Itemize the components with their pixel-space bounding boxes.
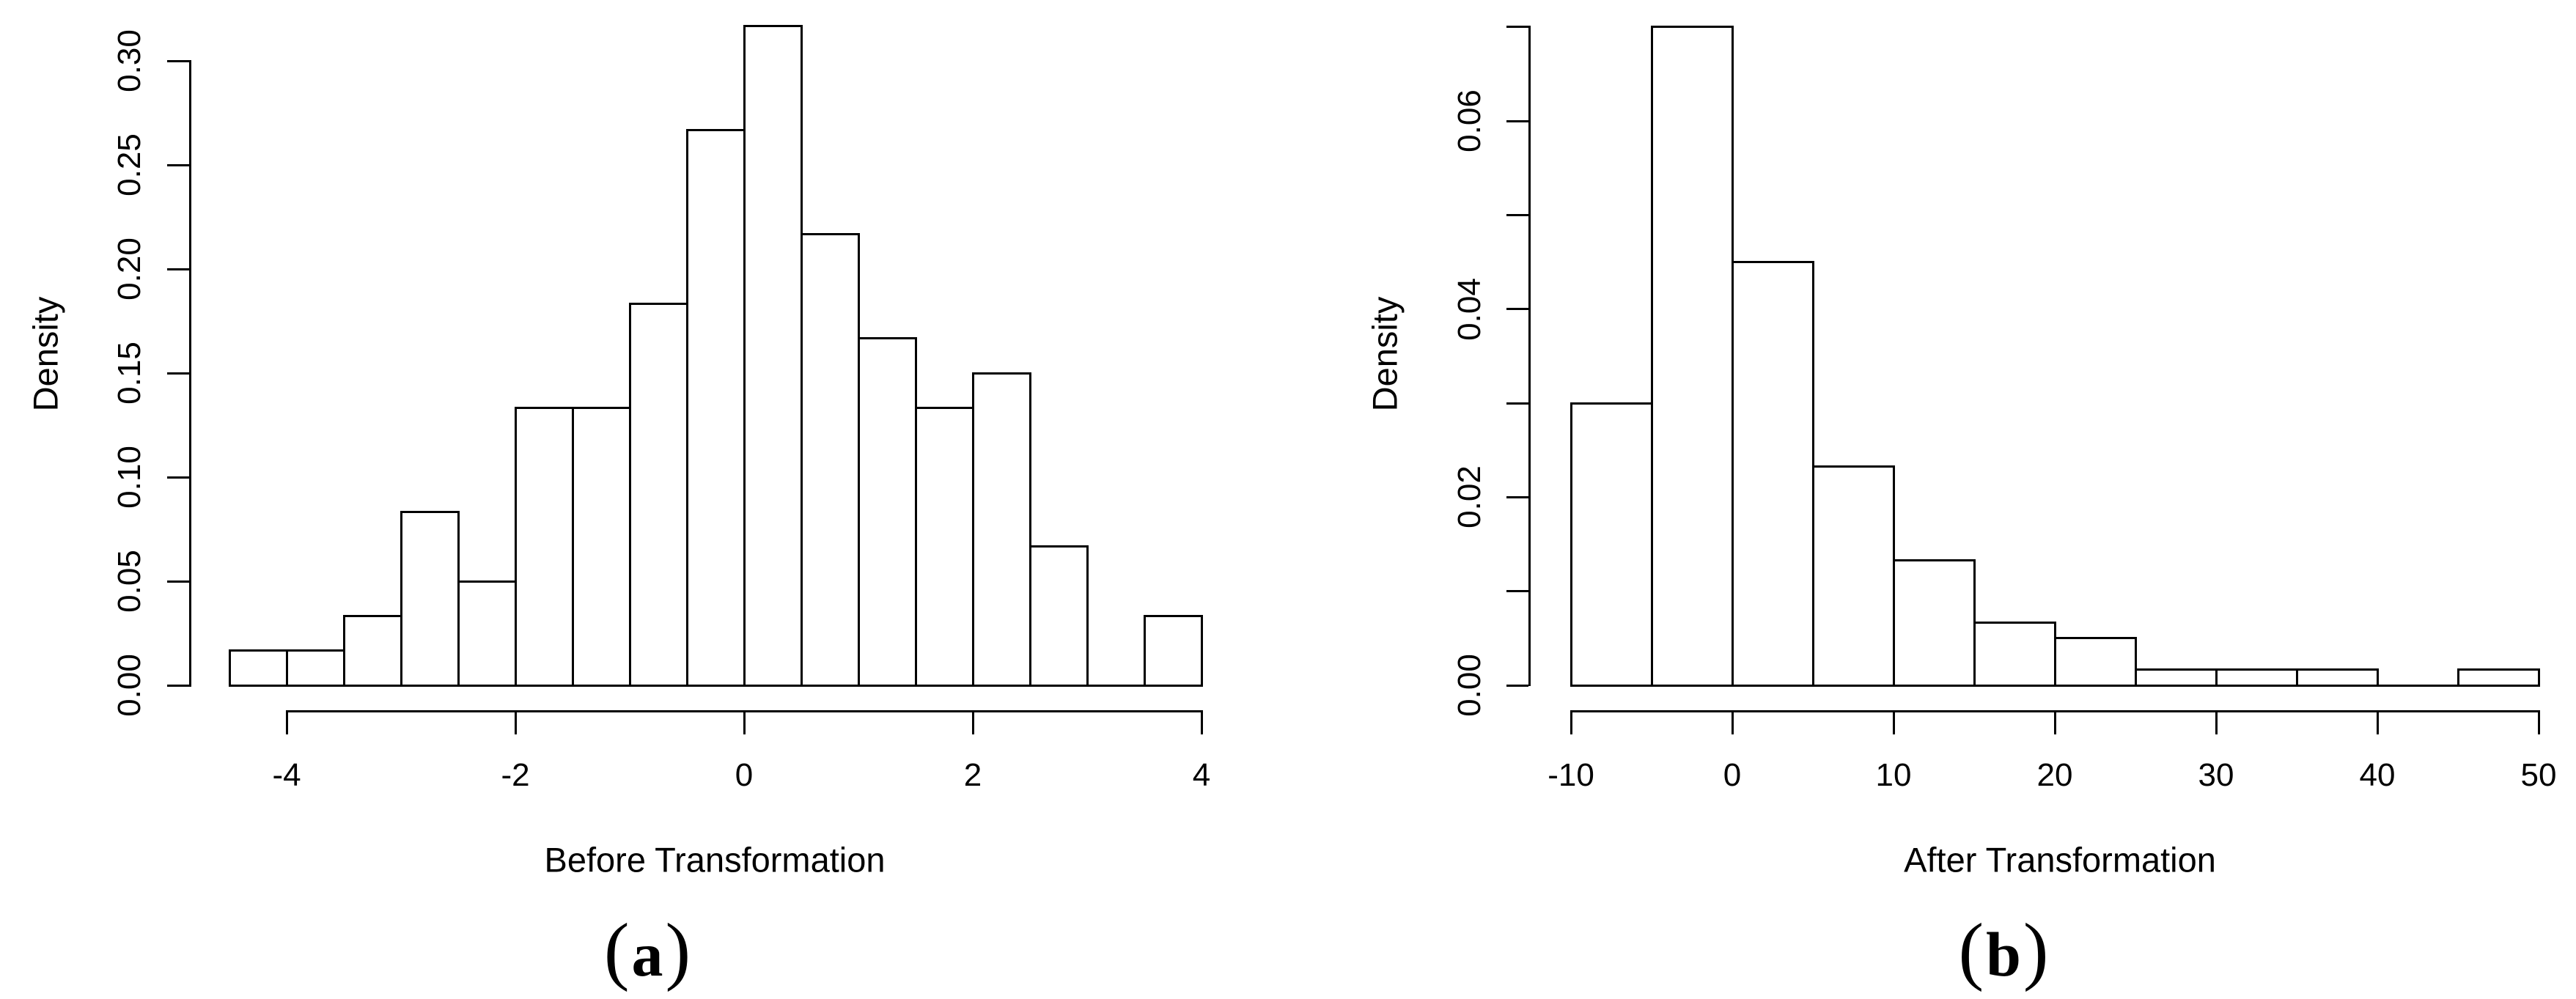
y-axis-tick	[167, 268, 189, 270]
histogram-bar	[971, 372, 1031, 685]
histogram-bar	[857, 337, 917, 685]
x-axis-tick	[2376, 712, 2379, 734]
histogram-bar	[514, 406, 574, 685]
x-axis-tick	[743, 712, 746, 734]
y-axis-tick	[1506, 26, 1528, 29]
histogram-bar	[628, 302, 688, 685]
y-axis-tick	[167, 372, 189, 375]
x-tick-label: 20	[2036, 757, 2073, 793]
y-axis-tick	[167, 580, 189, 583]
histogram-bar	[2215, 668, 2298, 685]
histogram-baseline	[228, 684, 1203, 687]
y-tick-label: 0.00	[1451, 654, 1487, 717]
x-axis-tick	[2053, 712, 2056, 734]
y-axis-tick	[167, 163, 189, 166]
x-axis-line	[1569, 709, 2540, 712]
y-axis-title: Density	[26, 296, 65, 412]
x-tick-label: 10	[1875, 757, 1912, 793]
histogram-bar	[2053, 637, 2137, 685]
y-tick-label: 0.25	[111, 133, 147, 196]
y-axis-tick	[1506, 308, 1528, 311]
caption-letter: a	[631, 919, 663, 989]
histogram-bar	[1028, 545, 1089, 685]
x-axis-tick	[1731, 712, 1734, 734]
histogram-bar	[1811, 465, 1895, 685]
panel-caption-a: (a)	[604, 913, 691, 989]
x-tick-label: 30	[2198, 757, 2234, 793]
y-axis-tick	[1506, 684, 1528, 687]
y-axis-tick	[1506, 495, 1528, 498]
y-axis-tick	[167, 476, 189, 479]
x-axis-line	[285, 709, 1203, 712]
histogram-bar	[571, 406, 631, 685]
histogram-bar	[2457, 668, 2540, 685]
caption-paren: )	[665, 908, 691, 992]
histogram-bar	[1569, 402, 1653, 685]
histogram-bar	[685, 129, 746, 685]
histogram-bar	[400, 510, 460, 685]
y-tick-label: 0.02	[1451, 465, 1487, 529]
caption-paren: (	[1958, 908, 1984, 992]
x-axis-tick	[285, 712, 288, 734]
x-tick-label: 0	[1723, 757, 1742, 793]
histogram-bar	[1143, 614, 1203, 685]
x-tick-label: 50	[2520, 757, 2557, 793]
x-axis-title: After Transformation	[1904, 840, 2216, 880]
histogram-bar	[743, 25, 803, 685]
x-tick-label: -4	[272, 757, 301, 793]
histogram-bar	[457, 580, 517, 685]
x-axis-tick	[1569, 712, 1572, 734]
y-tick-label: 0.15	[111, 342, 147, 405]
y-axis-tick	[1506, 590, 1528, 593]
y-tick-label: 0.06	[1451, 89, 1487, 153]
y-axis-title: Density	[1365, 296, 1405, 412]
y-axis-tick	[1506, 402, 1528, 405]
caption-paren: )	[2023, 908, 2049, 992]
y-tick-label: 0.20	[111, 237, 147, 301]
y-axis-line	[1528, 26, 1531, 687]
x-tick-label: -10	[1548, 757, 1594, 793]
histogram-bar	[1892, 559, 1976, 685]
panel-caption-b: (b)	[1958, 913, 2048, 989]
caption-paren: (	[603, 908, 630, 992]
x-axis-title: Before Transformation	[544, 840, 886, 880]
x-tick-label: 4	[1192, 757, 1211, 793]
y-tick-label: 0.10	[111, 446, 147, 509]
y-tick-label: 0.30	[111, 29, 147, 92]
histogram-bar	[228, 649, 288, 685]
histogram-bar	[1973, 621, 2056, 685]
x-axis-tick	[1892, 712, 1895, 734]
y-tick-label: 0.00	[111, 654, 147, 717]
y-axis-tick	[167, 59, 189, 62]
x-axis-tick	[971, 712, 974, 734]
x-tick-label: 40	[2359, 757, 2396, 793]
x-tick-label: 0	[735, 757, 754, 793]
x-tick-label: -2	[501, 757, 530, 793]
histogram-baseline	[1569, 684, 2540, 687]
x-axis-tick	[2215, 712, 2218, 734]
y-tick-label: 0.05	[111, 550, 147, 613]
x-axis-tick	[514, 712, 517, 734]
y-axis-tick	[1506, 119, 1528, 122]
histogram-bar	[914, 406, 974, 685]
histogram-bar	[285, 649, 345, 685]
caption-letter: b	[1986, 919, 2021, 989]
histogram-bar	[342, 614, 402, 685]
histogram-bar	[2134, 668, 2218, 685]
y-axis-tick	[1506, 214, 1528, 216]
y-axis-tick	[167, 684, 189, 687]
histogram-bar	[800, 233, 860, 685]
histogram-bar	[2295, 668, 2379, 685]
x-tick-label: 2	[963, 757, 982, 793]
x-axis-tick	[1200, 712, 1203, 734]
x-axis-tick	[2537, 712, 2540, 734]
y-tick-label: 0.04	[1451, 277, 1487, 341]
histogram-bar	[1650, 26, 1734, 685]
y-axis-line	[189, 59, 191, 687]
histogram-bar	[1731, 261, 1814, 685]
